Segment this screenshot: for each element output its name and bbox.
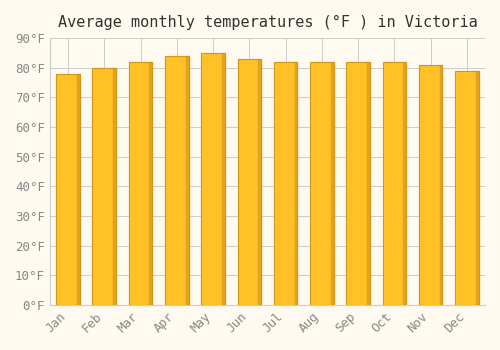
Bar [258,59,261,305]
Bar [404,62,406,305]
Bar [294,62,298,305]
Bar [367,62,370,305]
Bar [382,62,406,305]
Bar [346,62,370,305]
Bar [419,65,442,305]
Bar [92,68,116,305]
Bar [222,53,225,305]
Bar [274,62,297,305]
Bar [77,74,80,305]
Title: Average monthly temperatures (°F ) in Victoria: Average monthly temperatures (°F ) in Vi… [58,15,478,30]
Bar [56,74,80,305]
Bar [202,53,225,305]
Bar [476,71,478,305]
Bar [150,62,152,305]
Bar [331,62,334,305]
Bar [128,62,152,305]
Bar [186,56,188,305]
Bar [113,68,116,305]
Bar [455,71,478,305]
Bar [310,62,334,305]
Bar [165,56,188,305]
Bar [238,59,261,305]
Bar [440,65,442,305]
